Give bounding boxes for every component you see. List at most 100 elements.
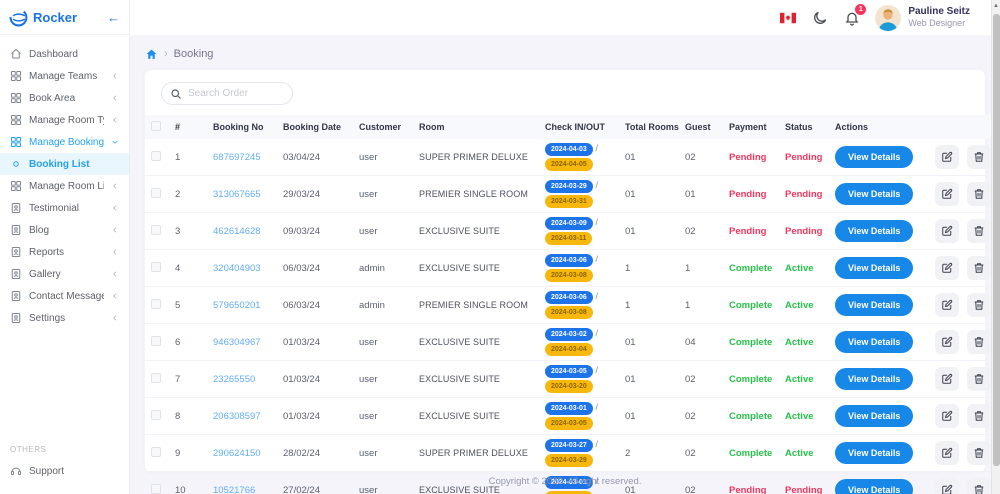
sidebar-item-booking-list[interactable]: Booking List (0, 153, 129, 175)
sidebar-item-gallery[interactable]: Gallery (0, 263, 129, 285)
edit-button[interactable] (935, 441, 959, 465)
booking-no-link[interactable]: 462614628 (213, 225, 261, 237)
edit-button[interactable] (935, 219, 959, 243)
check-in-out: 2024-03-02 /2024-03-04 (539, 323, 619, 361)
table-row: 7 23265550 01/03/24 user EXCLUSIVE SUITE 2024… (145, 360, 996, 398)
language-flag-button[interactable] (779, 9, 796, 26)
check-in-out: 2024-03-05 /2024-03-20 (539, 360, 619, 398)
customer: user (353, 212, 413, 250)
edit-button[interactable] (935, 256, 959, 280)
sidebar-item-label: Manage Booking (29, 136, 104, 148)
col-header-check-in-out: Check IN/OUT (539, 115, 619, 139)
booking-no-link[interactable]: 313067665 (213, 188, 261, 200)
view-details-button[interactable]: View Details (835, 183, 914, 205)
sidebar-item-testimonial[interactable]: Testimonial (0, 197, 129, 219)
user-menu[interactable]: Pauline Seitz Web Designer (875, 4, 970, 31)
edit-button[interactable] (935, 145, 959, 169)
delete-button[interactable] (967, 441, 991, 465)
booking-no-link[interactable]: 206308597 (213, 410, 261, 422)
room-name: EXCLUSIVE SUITE (413, 323, 539, 361)
sidebar-item-manage-room-list[interactable]: Manage Room List (0, 175, 129, 197)
payment-status: Complete (729, 336, 773, 348)
view-details-button[interactable]: View Details (835, 331, 914, 353)
row-checkbox[interactable] (151, 483, 161, 494)
delete-button[interactable] (967, 478, 991, 494)
sidebar-item-reports[interactable]: Reports (0, 241, 129, 263)
delete-button[interactable] (967, 256, 991, 280)
row-checkbox[interactable] (151, 298, 161, 309)
sidebar-item-dashboard[interactable]: Dashboard (0, 43, 129, 65)
delete-button[interactable] (967, 219, 991, 243)
customer: admin (353, 286, 413, 324)
theme-toggle-button[interactable] (811, 9, 828, 26)
delete-button[interactable] (967, 182, 991, 206)
view-details-button[interactable]: View Details (835, 257, 914, 279)
booking-no-link[interactable]: 23265550 (213, 373, 256, 385)
grid-icon (10, 136, 22, 148)
edit-button[interactable] (935, 330, 959, 354)
sidebar-item-manage-room-type[interactable]: Manage Room Type (0, 109, 129, 131)
edit-button[interactable] (935, 293, 959, 317)
booking-no-link[interactable]: 10521766 (213, 484, 256, 494)
booking-no-link[interactable]: 320404903 (213, 262, 261, 274)
total-rooms: 01 (619, 175, 679, 213)
view-details-button[interactable]: View Details (835, 294, 914, 316)
delete-button[interactable] (967, 145, 991, 169)
sidebar-item-support[interactable]: Support (0, 460, 129, 482)
payment-status: Pending (729, 151, 767, 163)
sidebar-collapse-arrow-icon[interactable]: ← (107, 9, 120, 25)
booking-no-link[interactable]: 687697245 (213, 151, 261, 163)
trash-icon (973, 410, 985, 422)
sidebar-item-manage-teams[interactable]: Manage Teams (0, 65, 129, 87)
payment-status: Complete (729, 299, 773, 311)
check-in-badge: 2024-03-27 (545, 439, 593, 452)
row-checkbox[interactable] (151, 446, 161, 457)
sidebar-item-label: Blog (29, 224, 50, 236)
vertical-scrollbar[interactable]: ▲ (991, 0, 1000, 494)
view-details-button[interactable]: View Details (835, 368, 914, 390)
row-checkbox[interactable] (151, 187, 161, 198)
sidebar-item-settings[interactable]: Settings (0, 307, 129, 329)
chevron-left-icon (111, 314, 119, 322)
booking-no-link[interactable]: 579650201 (213, 299, 261, 311)
notifications-button[interactable]: 1 (843, 4, 867, 26)
row-checkbox[interactable] (151, 335, 161, 346)
delete-button[interactable] (967, 330, 991, 354)
total-rooms: 2 (619, 434, 679, 472)
edit-button[interactable] (935, 367, 959, 391)
edit-button[interactable] (935, 182, 959, 206)
sidebar-item-contact-messages[interactable]: Contact Messages (0, 285, 129, 307)
row-checkbox[interactable] (151, 372, 161, 383)
scrollbar-up-arrow-icon[interactable]: ▲ (993, 3, 999, 9)
sidebar-item-blog[interactable]: Blog (0, 219, 129, 241)
delete-button[interactable] (967, 404, 991, 428)
guest-count: 02 (679, 471, 723, 494)
guest-count: 01 (679, 175, 723, 213)
row-checkbox[interactable] (151, 150, 161, 161)
delete-button[interactable] (967, 367, 991, 391)
view-details-button[interactable]: View Details (835, 442, 914, 464)
room-name: SUPER PRIMER DELUXE (413, 139, 539, 176)
guest-count: 02 (679, 139, 723, 176)
edit-button[interactable] (935, 404, 959, 428)
row-checkbox[interactable] (151, 261, 161, 272)
delete-button[interactable] (967, 293, 991, 317)
sidebar-item-book-area[interactable]: Book Area (0, 87, 129, 109)
row-checkbox[interactable] (151, 224, 161, 235)
card-icon (10, 246, 22, 258)
booking-no-link[interactable]: 946304967 (213, 336, 261, 348)
guest-count: 02 (679, 397, 723, 435)
sidebar-item-manage-booking[interactable]: Manage Booking (0, 131, 129, 153)
select-all-checkbox[interactable] (151, 121, 161, 131)
view-details-button[interactable]: View Details (835, 220, 914, 242)
view-details-button[interactable]: View Details (835, 479, 914, 494)
home-icon[interactable] (145, 48, 158, 61)
scrollbar-thumb[interactable] (993, 14, 1000, 466)
search-input[interactable] (161, 82, 293, 105)
row-checkbox[interactable] (151, 409, 161, 420)
view-details-button[interactable]: View Details (835, 146, 914, 168)
view-details-button[interactable]: View Details (835, 405, 914, 427)
booking-no-link[interactable]: 290624150 (213, 447, 261, 459)
table-row: 3 462614628 09/03/24 user EXCLUSIVE SUITE 202… (145, 212, 996, 250)
